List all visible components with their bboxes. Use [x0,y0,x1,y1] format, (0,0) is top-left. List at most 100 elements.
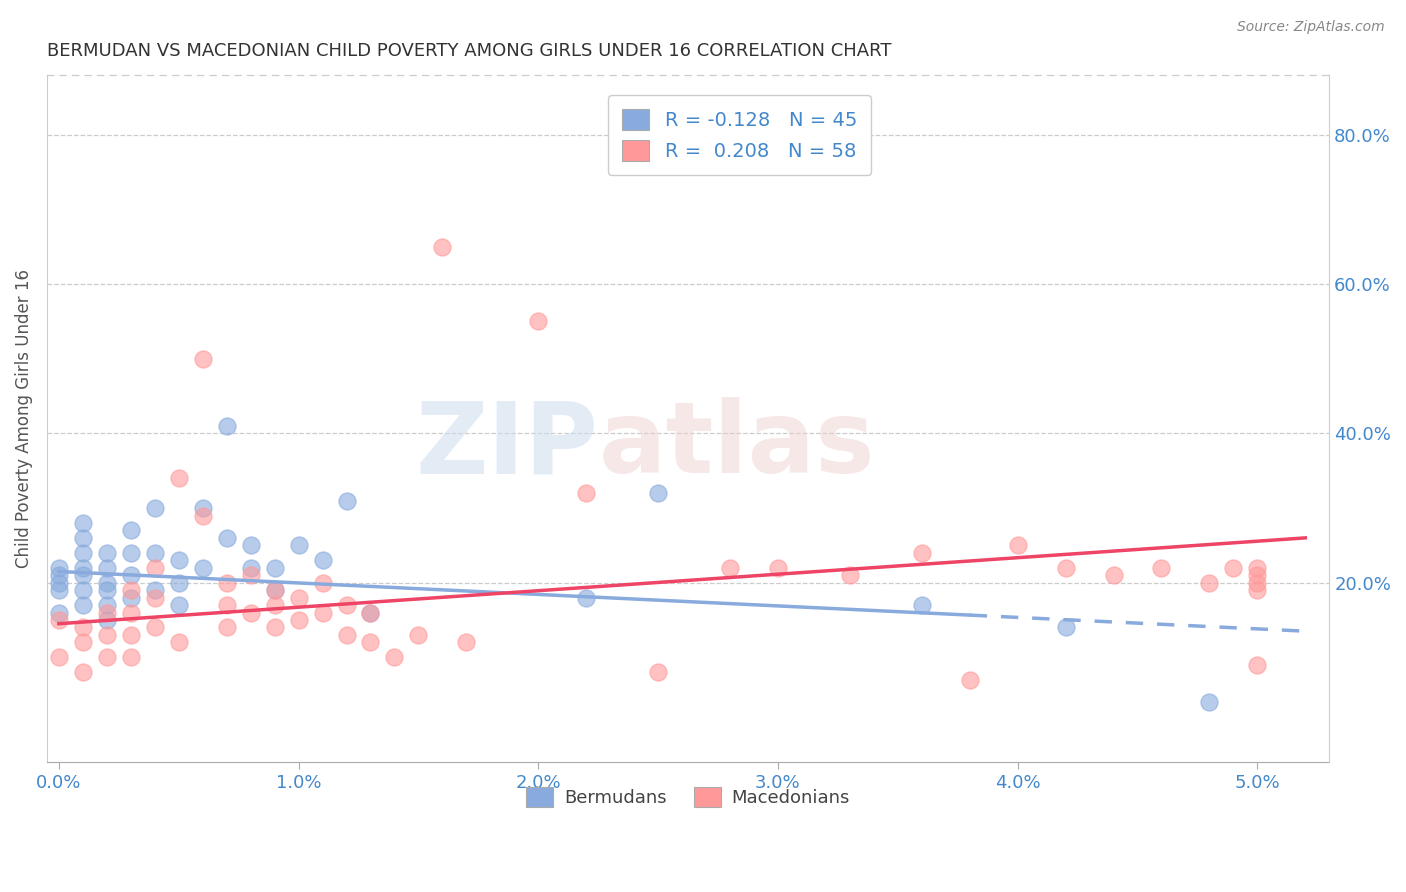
Point [959,673,981,687]
Point [96,650,118,665]
Point [96,613,118,627]
Point [1222,560,1244,574]
Legend: Bermudans, Macedonians: Bermudans, Macedonians [519,780,858,814]
Point [239,560,262,574]
Point [191,501,214,516]
Text: BERMUDAN VS MACEDONIAN CHILD POVERTY AMONG GIRLS UNDER 16 CORRELATION CHART: BERMUDAN VS MACEDONIAN CHILD POVERTY AMO… [46,42,891,60]
Point [120,628,142,642]
Point [191,351,214,366]
Point [1246,568,1268,582]
Point [72,583,94,598]
Point [263,560,285,574]
Point [72,560,94,574]
Point [1007,538,1029,552]
Point [1246,575,1268,590]
Point [647,486,669,500]
Point [72,665,94,680]
Point [143,501,166,516]
Point [191,508,214,523]
Point [96,606,118,620]
Point [191,560,214,574]
Point [143,560,166,574]
Point [1150,560,1173,574]
Point [48,560,70,574]
Point [96,546,118,560]
Point [1246,560,1268,574]
Point [335,628,357,642]
Point [287,591,309,605]
Point [72,620,94,634]
Point [432,240,454,254]
Point [48,650,70,665]
Point [72,531,94,545]
Point [120,591,142,605]
Point [96,598,118,612]
Point [120,546,142,560]
Point [311,606,333,620]
Point [575,591,598,605]
Point [167,575,190,590]
Point [215,620,238,634]
Point [143,583,166,598]
Point [263,620,285,634]
Text: Source: ZipAtlas.com: Source: ZipAtlas.com [1237,20,1385,34]
Point [335,598,357,612]
Point [239,606,262,620]
Point [167,471,190,485]
Text: atlas: atlas [599,398,875,494]
Point [384,650,406,665]
Point [239,568,262,582]
Point [120,568,142,582]
Point [167,635,190,649]
Point [1102,568,1125,582]
Point [766,560,789,574]
Point [48,568,70,582]
Point [838,568,860,582]
Point [143,591,166,605]
Point [48,575,70,590]
Point [911,598,934,612]
Point [647,665,669,680]
Point [143,620,166,634]
Point [96,575,118,590]
Point [167,598,190,612]
Point [96,583,118,598]
Point [359,606,381,620]
Point [408,628,430,642]
Point [1054,620,1077,634]
Point [120,583,142,598]
Point [72,635,94,649]
Point [311,553,333,567]
Point [167,553,190,567]
Point [72,598,94,612]
Point [527,314,550,328]
Point [1198,575,1220,590]
Point [1198,695,1220,709]
Point [263,583,285,598]
Point [287,613,309,627]
Point [575,486,598,500]
Point [48,583,70,598]
Point [263,598,285,612]
Point [215,531,238,545]
Point [335,493,357,508]
Point [72,568,94,582]
Point [96,560,118,574]
Point [287,538,309,552]
Point [215,419,238,434]
Text: ZIP: ZIP [415,398,599,494]
Point [143,546,166,560]
Point [48,606,70,620]
Point [263,583,285,598]
Point [1054,560,1077,574]
Point [456,635,478,649]
Point [239,538,262,552]
Point [96,628,118,642]
Point [48,613,70,627]
Point [1246,657,1268,672]
Point [215,598,238,612]
Point [72,546,94,560]
Point [311,575,333,590]
Point [718,560,741,574]
Point [215,575,238,590]
